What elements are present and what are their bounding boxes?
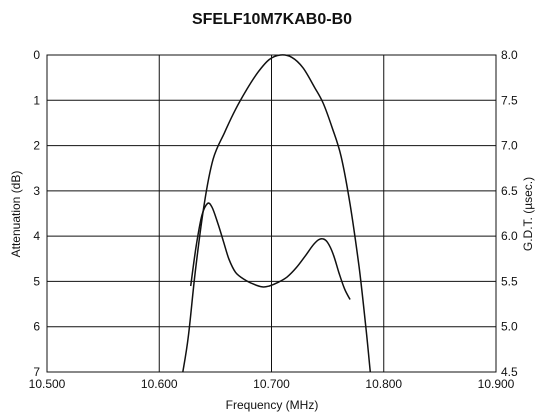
series-lines	[182, 54, 372, 373]
y-tick-label: 7	[33, 365, 40, 379]
y-tick-labels: 0 1 2 3 4 5 6 7	[33, 48, 40, 379]
y-tick-label: 5	[33, 274, 40, 288]
x-tick-label: 10.700	[253, 377, 290, 391]
y-tick-label: 3	[33, 184, 40, 198]
x-tick-labels: 10.500 10.600 10.700 10.800 10.900	[29, 377, 515, 391]
y2-axis-label: G.D.T. (µsec.)	[521, 177, 535, 251]
grid	[46, 54, 497, 373]
y2-tick-label: 6.0	[501, 229, 518, 243]
y2-tick-label: 7.0	[501, 139, 518, 153]
y-tick-label: 4	[33, 229, 40, 243]
attenuation-series-line	[182, 54, 372, 373]
x-axis-label: Frequency (MHz)	[226, 398, 319, 412]
y-tick-label: 1	[33, 93, 40, 107]
chart-title: SFELF10M7KAB0-B0	[192, 11, 352, 28]
x-tick-label: 10.800	[365, 377, 402, 391]
y2-tick-labels: 8.0 7.5 7.0 6.5 6.0 5.5 5.0 4.5	[501, 48, 518, 379]
x-tick-label: 10.600	[141, 377, 178, 391]
y-tick-label: 0	[33, 48, 40, 62]
y-axis-label: Attenuation (dB)	[9, 171, 23, 258]
y-tick-label: 2	[33, 139, 40, 153]
y-tick-label: 6	[33, 320, 40, 334]
x-tick-label: 10.900	[478, 377, 515, 391]
x-tick-label: 10.500	[29, 377, 66, 391]
y2-tick-label: 5.5	[501, 274, 518, 288]
gdt-series-line	[189, 202, 351, 300]
y2-tick-label: 5.0	[501, 320, 518, 334]
y2-tick-label: 7.5	[501, 93, 518, 107]
y2-tick-label: 6.5	[501, 184, 518, 198]
y2-tick-label: 4.5	[501, 365, 518, 379]
y2-tick-label: 8.0	[501, 48, 518, 62]
